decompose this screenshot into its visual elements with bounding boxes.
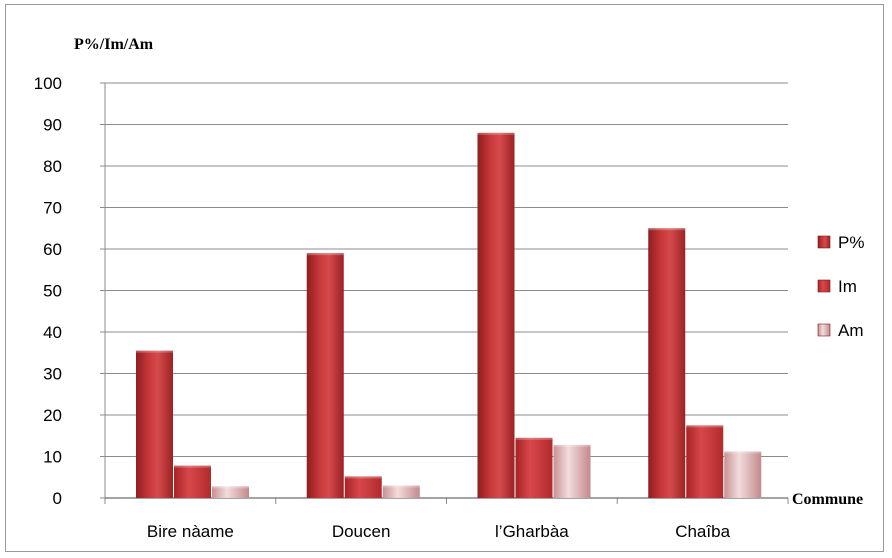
bar-cap	[174, 465, 211, 468]
bar-am-2	[382, 485, 420, 498]
legend-label: Am	[838, 321, 864, 340]
bar-cap	[686, 425, 724, 428]
bar-cap	[477, 132, 515, 135]
bar-ppct-4	[648, 228, 686, 498]
y-tick-label: 30	[43, 365, 62, 384]
bar-ppct-2	[306, 253, 344, 498]
bar-am-4	[724, 451, 762, 498]
bar-cap	[212, 486, 249, 489]
y-tick-label: 40	[43, 323, 62, 342]
bar-cap	[515, 437, 553, 440]
legend-swatch	[817, 279, 831, 293]
legend-label: P%	[838, 233, 864, 252]
bar-cap	[306, 253, 344, 256]
bar-cap	[648, 228, 686, 231]
bar-im-4	[686, 425, 724, 498]
bar-am-1	[212, 486, 249, 498]
bar-am-3	[553, 444, 591, 498]
legend-swatch	[817, 323, 831, 337]
bar-ppct-1	[136, 350, 173, 498]
bar-ppct-3	[477, 132, 515, 499]
x-category-label: Bire nàame	[147, 522, 234, 541]
bar-im-2	[344, 476, 382, 498]
y-tick-label: 90	[43, 116, 62, 135]
legend: P% Im Am	[817, 233, 864, 340]
y-tick-label: 100	[34, 74, 62, 93]
bar-im-3	[515, 437, 553, 498]
y-tick-labels: 0 10 20 30 40 50 60 70 80 90 100	[34, 74, 62, 508]
x-category-label: Doucen	[332, 522, 391, 541]
y-tick-label: 70	[43, 199, 62, 218]
bars	[136, 132, 762, 499]
x-category-label: l’Gharbàa	[495, 522, 569, 541]
bar-cap	[344, 476, 382, 479]
x-category-label: Chaîba	[675, 522, 730, 541]
bar-cap	[553, 444, 591, 447]
legend-label: Im	[838, 277, 857, 296]
y-tick-label: 80	[43, 157, 62, 176]
y-tick-label: 0	[53, 489, 62, 508]
y-tick-label: 20	[43, 406, 62, 425]
bar-cap	[382, 485, 420, 488]
bar-cap	[136, 350, 173, 353]
legend-swatch	[817, 235, 831, 249]
y-tick-label: 10	[43, 448, 62, 467]
bar-cap	[724, 451, 762, 454]
y-axis-label: P%/Im/Am	[74, 36, 154, 53]
bar-im-1	[174, 465, 211, 498]
y-tick-label: 60	[43, 240, 62, 259]
x-tick-labels: Bire nàame Doucen l’Gharbàa Chaîba	[147, 522, 731, 541]
x-axis-label: Commune	[792, 491, 863, 508]
y-tick-label: 50	[43, 282, 62, 301]
